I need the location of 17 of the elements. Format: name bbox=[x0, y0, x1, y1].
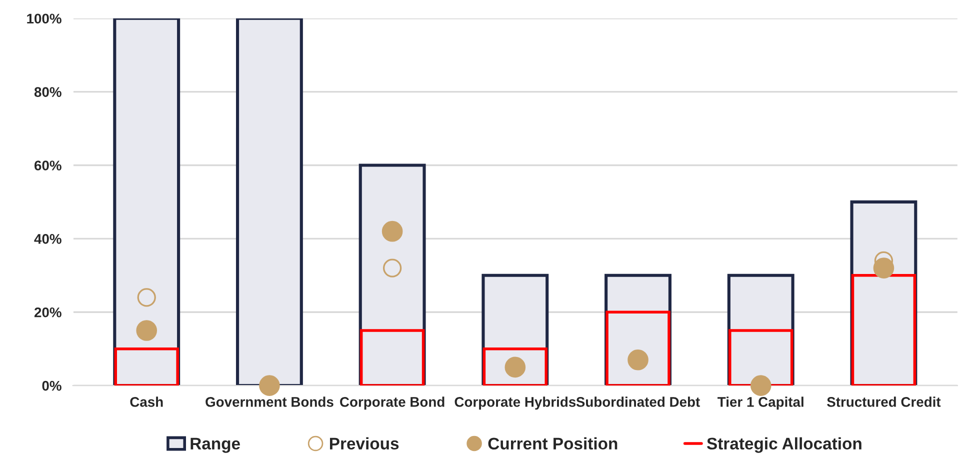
legend-label: Current Position bbox=[488, 437, 618, 450]
y-tick-label: 40% bbox=[34, 234, 62, 244]
x-tick-label: Corporate Hybrids bbox=[454, 396, 576, 410]
legend-label: Strategic Allocation bbox=[706, 437, 862, 453]
legend-label: Range bbox=[190, 438, 240, 453]
y-tick-label: 80% bbox=[34, 87, 62, 97]
x-tick-label: Government Bonds bbox=[206, 396, 334, 407]
y-tick-label: 60% bbox=[34, 160, 62, 170]
x-tick-label: Cash bbox=[130, 396, 163, 407]
y-tick-label: 20% bbox=[34, 307, 62, 318]
y-tick-label: 0% bbox=[42, 380, 62, 391]
x-tick-label: Tier 1 Capital bbox=[718, 396, 804, 410]
x-tick-label: Corporate Bond bbox=[340, 396, 444, 410]
x-tick-label: Subordinated Debt bbox=[576, 396, 700, 407]
y-tick-label: 100% bbox=[27, 14, 62, 24]
x-tick-label: Structured Credit bbox=[827, 396, 941, 407]
legend-label: Previous bbox=[330, 437, 399, 450]
